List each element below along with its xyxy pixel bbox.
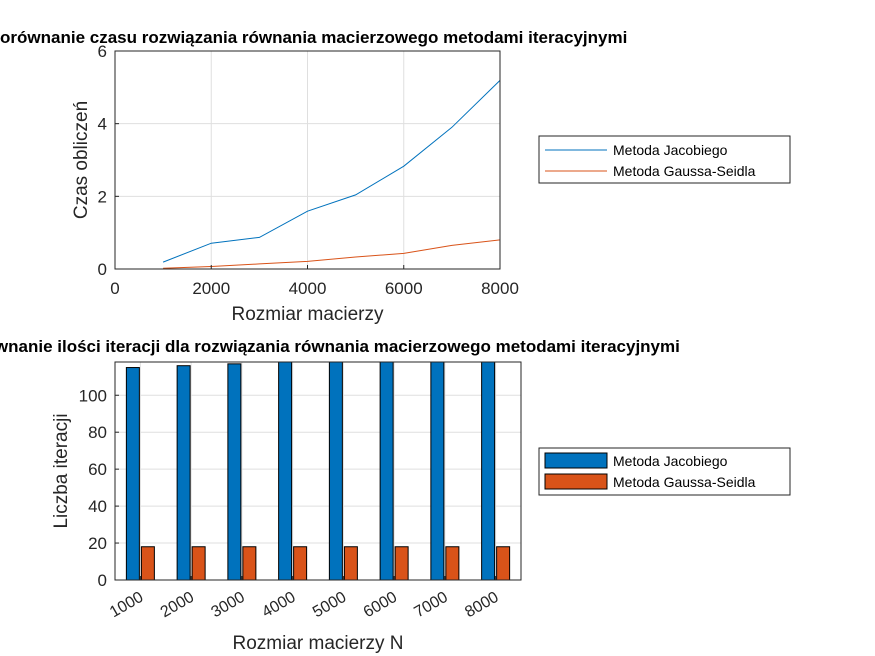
iterations-chart-axes-box (114, 361, 522, 581)
time-chart-legend: Metoda Jacobiego Metoda Gaussa-Seidla (538, 135, 791, 184)
iterations-chart-bars (125, 361, 511, 581)
x-tick-label: 3000 (209, 589, 248, 622)
time-chart: Porównanie czasu rozwiązania równania ma… (0, 28, 791, 325)
x-tick-label: 6000 (361, 589, 400, 622)
x-tick-label: 2000 (192, 279, 230, 298)
x-tick-label: 1000 (107, 589, 146, 622)
bar-gauss-seidel-2000 (191, 546, 206, 581)
y-tick-label: 4 (98, 115, 107, 134)
bar-gauss-seidel-3000 (242, 546, 257, 581)
x-tick-label: 2000 (158, 589, 197, 622)
bar-gauss-seidel-1000 (140, 546, 155, 581)
y-tick-label: 40 (88, 497, 107, 516)
bar-jacobi-2000 (176, 365, 191, 581)
iterations-chart-plot-area (115, 362, 521, 580)
y-tick-label: 6 (98, 42, 107, 61)
time-chart-ticks: 0 2000 4000 6000 8000 0 2 4 6 (98, 42, 519, 298)
bar-gauss-seidel-7000 (445, 546, 460, 581)
legend-label-gauss-seidel: Metoda Gaussa-Seidla (613, 474, 756, 490)
series-line-jacobi (162, 80, 501, 263)
y-tick-label: 80 (88, 423, 107, 442)
y-tick-label: 2 (98, 187, 107, 206)
x-tick-label: 6000 (385, 279, 423, 298)
bar-gauss-seidel-5000 (343, 546, 358, 581)
bar-jacobi-5000 (328, 361, 343, 581)
series-line-gauss-seidel (163, 239, 501, 269)
time-chart-series (162, 80, 501, 269)
y-tick-label: 0 (98, 571, 107, 590)
legend-label-jacobi: Metoda Jacobiego (613, 142, 728, 158)
y-tick-label: 20 (88, 534, 107, 553)
legend-swatch-gauss-seidel (544, 473, 608, 490)
legend-label-gauss-seidel: Metoda Gaussa-Seidla (613, 163, 756, 179)
x-tick-label: 7000 (412, 589, 451, 622)
x-tick-label: 5000 (310, 589, 349, 622)
bar-gauss-seidel-4000 (293, 546, 308, 581)
x-tick-label: 8000 (481, 279, 519, 298)
time-chart-y-axis-label: Czas obliczeń (71, 101, 92, 219)
x-tick-label: 8000 (462, 589, 501, 622)
x-tick-label: 4000 (289, 279, 327, 298)
y-tick-label: 0 (98, 260, 107, 279)
legend-swatch-jacobi (544, 452, 608, 469)
iterations-chart: Porównanie ilości iteracji dla rozwiązan… (0, 337, 791, 654)
iterations-chart-legend: Metoda Jacobiego Metoda Gaussa-Seidla (538, 447, 791, 496)
bar-jacobi-4000 (278, 361, 293, 581)
bar-jacobi-1000 (125, 367, 140, 581)
bar-jacobi-8000 (481, 361, 496, 581)
time-chart-legend-box (538, 135, 791, 184)
bar-gauss-seidel-6000 (394, 546, 409, 581)
iterations-chart-y-axis-label: Liczba iteracji (51, 413, 72, 528)
x-tick-label: 0 (110, 279, 119, 298)
iterations-chart-title: Porównanie ilości iteracji dla rozwiązan… (0, 337, 680, 356)
time-chart-title: Porównanie czasu rozwiązania równania ma… (0, 28, 627, 47)
legend-label-jacobi: Metoda Jacobiego (613, 453, 728, 469)
x-tick-label: 4000 (259, 589, 298, 622)
bar-jacobi-6000 (379, 361, 394, 581)
bar-jacobi-3000 (227, 363, 242, 581)
bar-jacobi-7000 (430, 361, 445, 581)
bar-gauss-seidel-8000 (496, 546, 511, 581)
time-chart-x-axis-label: Rozmiar macierzy (231, 304, 384, 325)
y-tick-label: 100 (79, 386, 107, 405)
y-tick-label: 60 (88, 460, 107, 479)
iterations-chart-x-axis-label: Rozmiar macierzy N (232, 633, 403, 654)
